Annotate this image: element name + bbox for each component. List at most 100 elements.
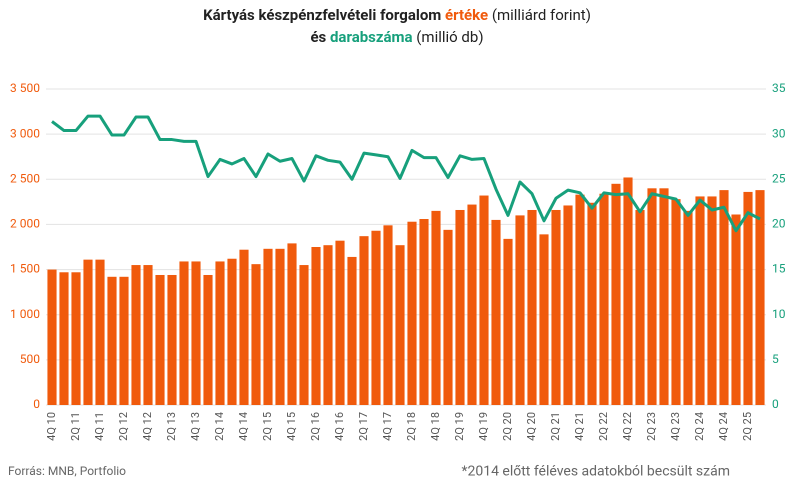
bar bbox=[335, 240, 345, 405]
bar bbox=[659, 188, 669, 405]
y2-tick-label: 5 bbox=[772, 352, 779, 366]
bar bbox=[611, 183, 621, 405]
bar bbox=[491, 219, 501, 405]
bar bbox=[47, 269, 57, 405]
bar bbox=[587, 202, 597, 405]
x-tick-label: 4Q 23 bbox=[669, 412, 682, 441]
title-text: Kártyás készpénzfelvételi forgalom bbox=[203, 6, 445, 24]
bar bbox=[59, 272, 69, 405]
bar bbox=[407, 221, 417, 405]
x-tick-label: 2Q 23 bbox=[645, 412, 658, 441]
x-tick-label: 4Q 15 bbox=[285, 412, 298, 441]
bar bbox=[455, 209, 465, 405]
bar bbox=[695, 196, 705, 405]
y2-tick-label: 30 bbox=[772, 126, 786, 140]
line bbox=[51, 114, 761, 233]
bar bbox=[503, 238, 513, 405]
bar bbox=[743, 191, 753, 405]
bar bbox=[107, 276, 117, 405]
bar bbox=[479, 195, 489, 405]
bar bbox=[539, 234, 549, 405]
x-tick-label: 4Q 21 bbox=[573, 412, 586, 441]
y-tick-label: 2 000 bbox=[10, 217, 40, 231]
x-tick-label: 2Q 22 bbox=[597, 412, 610, 441]
x-tick-label: 2Q 21 bbox=[549, 412, 562, 441]
x-tick-label: 2Q 11 bbox=[69, 412, 82, 441]
bar bbox=[395, 245, 405, 405]
bar bbox=[71, 272, 81, 405]
bar bbox=[263, 248, 273, 405]
x-tick-label: 2Q 13 bbox=[165, 412, 178, 441]
y2-tick-label: 20 bbox=[772, 217, 786, 231]
y2-tick-label: 25 bbox=[772, 171, 786, 185]
source: Forrás: MNB, Portfolio bbox=[8, 464, 126, 478]
x-tick-label: 4Q 22 bbox=[621, 412, 634, 441]
bar bbox=[143, 265, 153, 405]
x-tick-label: 4Q 20 bbox=[525, 412, 538, 441]
bar bbox=[275, 248, 285, 405]
y2-tick-label: 10 bbox=[772, 307, 786, 321]
x-tick-label: 4Q 12 bbox=[141, 412, 154, 441]
bar bbox=[155, 274, 165, 405]
x-tick-label: 4Q 19 bbox=[477, 412, 490, 441]
y2-tick-label: 35 bbox=[772, 81, 786, 95]
y-tick-label: 2 500 bbox=[10, 171, 40, 185]
bar bbox=[383, 225, 393, 405]
x-tick-label: 4Q 17 bbox=[381, 412, 394, 441]
bar bbox=[323, 245, 333, 405]
bar bbox=[287, 243, 297, 405]
x-tick-label: 2Q 24 bbox=[693, 412, 706, 441]
x-tick-label: 2Q 14 bbox=[213, 412, 226, 441]
y-tick-label: 0 bbox=[33, 397, 40, 411]
x-tick-label: 4Q 14 bbox=[237, 412, 250, 441]
bar bbox=[311, 247, 321, 405]
title-text: és bbox=[310, 28, 330, 46]
x-tick-label: 2Q 19 bbox=[453, 412, 466, 441]
bar bbox=[551, 209, 561, 405]
x-tick-label: 4Q 16 bbox=[333, 412, 346, 441]
bar bbox=[467, 204, 477, 405]
x-tick-label: 4Q 11 bbox=[93, 412, 106, 441]
x-tick-label: 2Q 15 bbox=[261, 412, 274, 441]
x-tick-label: 2Q 18 bbox=[405, 412, 418, 441]
bar bbox=[299, 265, 309, 405]
x-tick-label: 2Q 20 bbox=[501, 412, 514, 441]
bar bbox=[251, 264, 261, 405]
bar bbox=[191, 261, 201, 405]
bar bbox=[647, 188, 657, 405]
x-tick-label: 4Q 18 bbox=[429, 412, 442, 441]
chart-title: Kártyás készpénzfelvételi forgalom érték… bbox=[203, 6, 591, 24]
x-tick-label: 4Q 10 bbox=[45, 412, 58, 441]
bar bbox=[635, 209, 645, 405]
x-tick-label: 2Q 17 bbox=[357, 412, 370, 441]
title-highlight: darabszáma bbox=[330, 28, 413, 46]
bar bbox=[731, 214, 741, 405]
title-highlight: értéke bbox=[445, 6, 488, 24]
bar bbox=[227, 258, 237, 405]
bar bbox=[239, 249, 249, 405]
bar bbox=[131, 265, 141, 405]
bar bbox=[527, 209, 537, 405]
y-tick-label: 1 500 bbox=[10, 262, 40, 276]
bar bbox=[719, 190, 729, 405]
bar bbox=[515, 215, 525, 405]
note: *2014 előtt féléves adatokból becsült sz… bbox=[461, 464, 730, 480]
bar bbox=[167, 274, 177, 405]
bar bbox=[671, 199, 681, 405]
bar bbox=[707, 196, 717, 405]
y-tick-label: 3 500 bbox=[10, 81, 40, 95]
bar bbox=[431, 210, 441, 405]
x-tick-label: 2Q 16 bbox=[309, 412, 322, 441]
y-tick-label: 500 bbox=[20, 352, 40, 366]
bar bbox=[443, 229, 453, 405]
bar bbox=[215, 261, 225, 405]
title-unit: (millió db) bbox=[413, 28, 484, 46]
x-tick-label: 4Q 24 bbox=[717, 412, 730, 441]
bar bbox=[119, 276, 129, 405]
y2-tick-label: 15 bbox=[772, 262, 786, 276]
bar bbox=[347, 256, 357, 405]
bar bbox=[623, 177, 633, 405]
bar bbox=[359, 236, 369, 405]
bar bbox=[371, 230, 381, 405]
